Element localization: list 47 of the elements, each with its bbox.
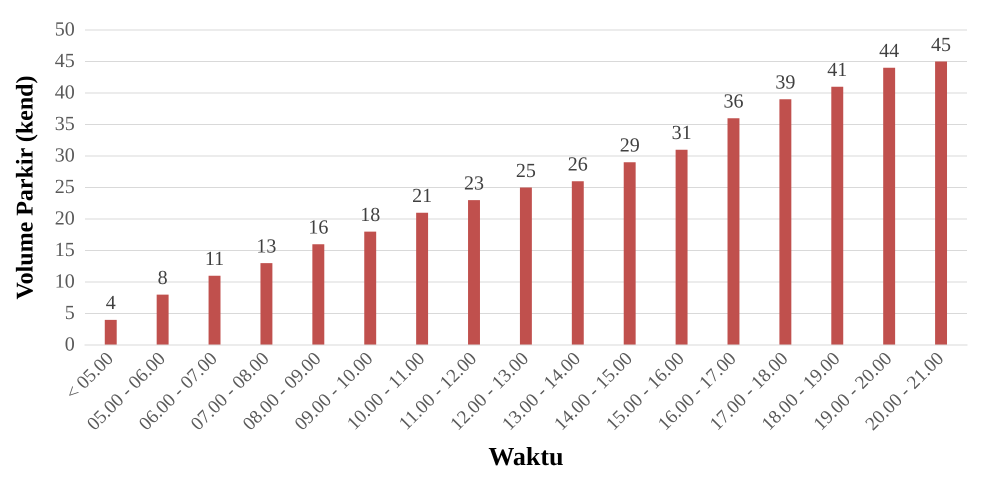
data-label: 36 (723, 90, 744, 112)
data-label: 31 (672, 122, 692, 144)
data-label: 18 (360, 204, 380, 226)
bar (260, 263, 272, 345)
bar (572, 181, 584, 345)
data-label: 11 (204, 248, 224, 270)
bar (156, 294, 169, 345)
data-label: 8 (158, 266, 168, 289)
bar (468, 200, 480, 345)
bar (779, 99, 792, 345)
x-axis-title: Waktu (488, 442, 564, 472)
bar (104, 320, 117, 345)
y-tick-label: 15 (54, 238, 75, 261)
data-label: 26 (568, 153, 588, 176)
y-tick-label: 25 (54, 176, 75, 198)
bar (883, 68, 896, 345)
y-tick-label: 20 (54, 207, 75, 230)
data-label: 41 (827, 58, 848, 81)
y-tick-label: 50 (54, 18, 75, 40)
bar (364, 232, 376, 345)
y-tick-label: 0 (64, 333, 75, 356)
data-label: 13 (256, 235, 276, 258)
y-tick-label: 10 (54, 270, 75, 292)
data-label: 16 (308, 216, 328, 238)
data-label: 23 (464, 172, 484, 194)
bar (624, 162, 636, 345)
data-label: 21 (412, 184, 432, 207)
bar (208, 276, 221, 345)
bar (728, 118, 740, 345)
bar (520, 188, 532, 345)
bar (935, 62, 948, 345)
data-label: 4 (106, 292, 116, 314)
bar (312, 244, 324, 345)
bar (416, 212, 428, 345)
data-label: 39 (775, 72, 796, 94)
data-label: 29 (620, 134, 640, 157)
y-tick-label: 30 (54, 144, 75, 166)
data-label: 44 (879, 40, 900, 62)
bar (676, 150, 688, 345)
y-tick-label: 45 (54, 50, 75, 72)
y-tick-label: 5 (64, 302, 75, 324)
y-tick-label: 40 (54, 81, 75, 104)
y-tick-label: 35 (54, 112, 75, 135)
data-label: 45 (931, 34, 952, 56)
y-axis-title: Volume Parkir (kend) (12, 76, 39, 300)
bar (831, 86, 844, 345)
data-label: 25 (516, 160, 536, 182)
